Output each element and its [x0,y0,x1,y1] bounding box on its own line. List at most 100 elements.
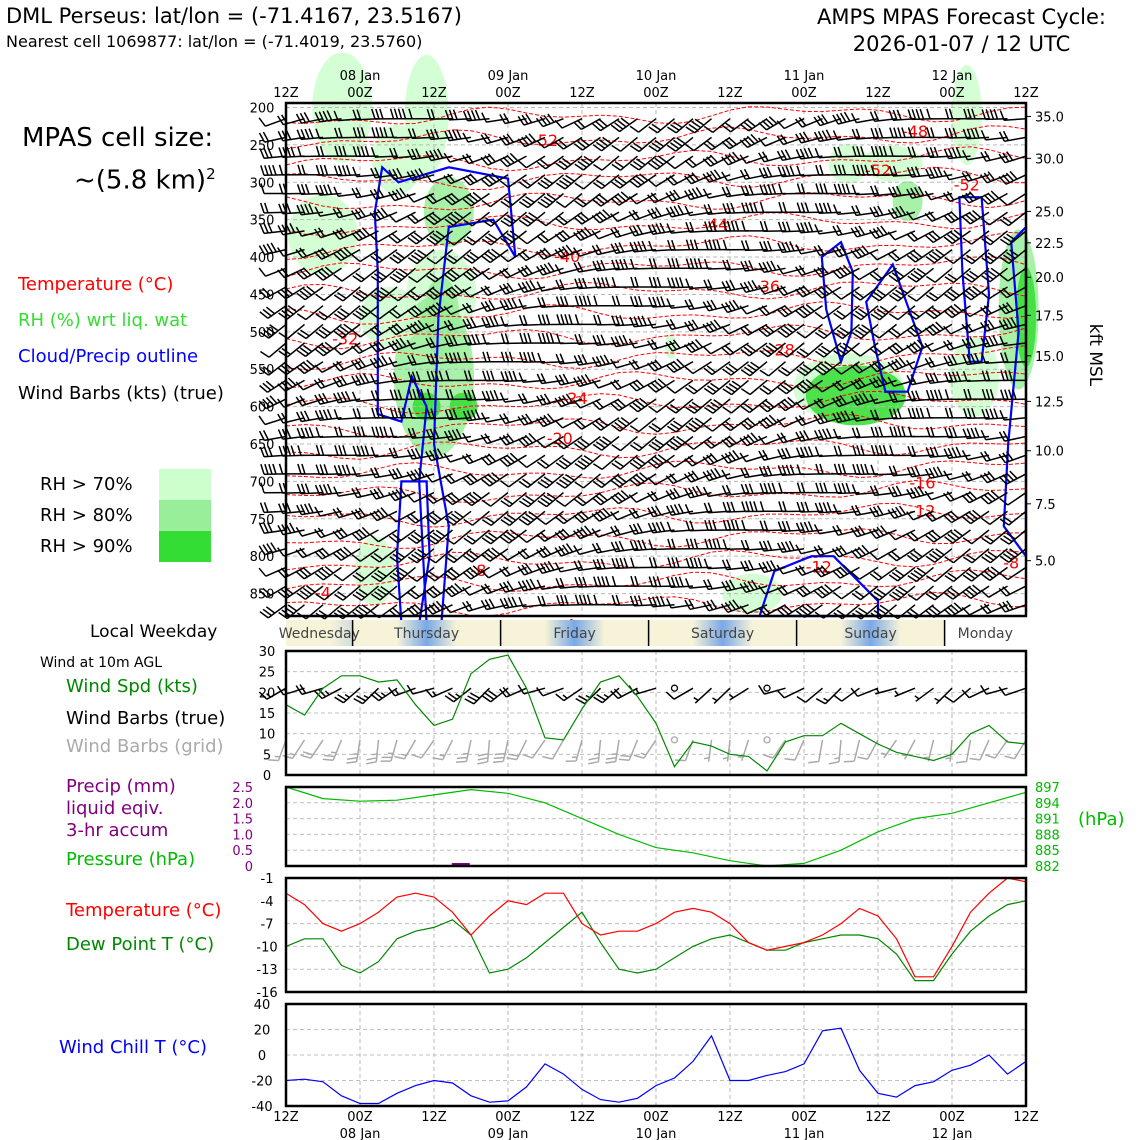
wind-barb-22-32 [850,525,879,538]
wind-barb-10-5 [352,305,379,321]
wind-barb-20-22 [665,487,694,501]
wind-barb-12-26 [740,342,768,357]
wind-barb-11-30 [814,323,842,340]
surface-barb-grid-14 [522,739,546,759]
wind-barb-4-14 [518,192,546,209]
wind-barb-3-0 [260,164,287,177]
wind-barb-22-7 [388,529,416,544]
wind-barb-6-29 [796,221,823,234]
wind-barb-6-10 [444,230,472,246]
surface-barb-grid-22 [675,739,694,762]
wind-barb-19-19 [610,473,638,488]
wind-barb-15-31 [831,394,860,408]
wind-barb-5-21 [647,206,675,220]
temp-tick--1: -1 [261,872,274,887]
wind-barb-11-9 [424,322,453,333]
temperature-contour-4 [285,191,1027,211]
wind-barb-7-8 [407,249,435,265]
wind-barb-10-20 [629,295,657,308]
wind-barb-17-27 [758,435,786,446]
wind-barb-16-21 [648,417,675,433]
wind-barb-25-26 [739,579,768,594]
bottom-time-tick-7: 00Z [791,1110,817,1125]
wind-barb-3-14 [518,174,546,189]
wind-barb-5-26 [741,202,768,214]
wind-barb-23-37 [944,548,971,564]
wind-barb-9-29 [795,285,823,298]
wind-barb-15-19 [610,398,638,412]
wind-barb-10-22 [666,298,694,309]
pressure-tick-888: 888 [1035,828,1060,843]
wind-barb-0-35 [907,108,934,121]
legend-rh90-swatch [159,531,211,562]
wind-barb-11-31 [833,323,860,340]
wind-barb-5-20 [628,209,657,221]
wind-barb-1-24 [703,136,731,151]
wind-barb-10-32 [851,305,879,321]
wind-barb-2-17 [574,155,601,171]
bottom-date-4: 12 Jan [932,1127,973,1140]
wind-barb-15-28 [776,396,805,412]
wind-barb-7-23 [685,239,712,251]
wind-barb-22-10 [444,529,472,545]
cycle-time: 2026-01-07 / 12 UTC [852,32,1071,56]
wind-barb-25-6 [370,585,398,601]
wind-barb-22-4 [332,527,361,540]
legend-cloud: Cloud/Precip outline [18,346,199,367]
wind-barb-4-38 [961,191,990,204]
wind-barb-25-31 [832,585,860,600]
wind-barb-15-12 [481,389,509,402]
wind-barb-16-15 [536,413,564,428]
temperature-contour-6 [285,231,1027,260]
wind-barb-19-37 [943,470,971,481]
wind-barb-22-2 [295,526,324,537]
wind-barb-0-24 [703,118,731,134]
wind-barb-15-26 [740,398,768,414]
wind-barb-12-19 [610,334,638,348]
wind-barb-16-7 [389,407,416,419]
surface-barb-true-40 [998,686,1027,697]
wind-barb-11-16 [556,314,582,326]
temp-tick--16: -16 [256,986,277,1001]
surface-barb-grid-27 [762,739,787,759]
wind-barb-26-36 [925,604,953,618]
wind-barb-17-5 [352,426,379,438]
wind-barb-18-28 [777,447,805,460]
wind-barb-17-21 [648,435,675,452]
wind-barb-25-8 [407,585,435,600]
wind-barb-11-12 [481,315,509,329]
wind-barb-8-4 [333,267,361,282]
pressure-tick-300: 300 [250,176,275,191]
wind-barb-22-14 [518,529,546,544]
wind-barb-20-14 [518,492,546,508]
temperature-line [285,877,1027,978]
surface-barb-true-26-calm [763,684,771,692]
wind-barb-7-29 [795,244,823,255]
wind-barb-21-34 [887,505,916,519]
wind-barb-12-30 [814,342,842,358]
wind-barb-12-2 [296,342,324,358]
wind-barb-8-5 [352,267,379,283]
wind-barb-23-16 [554,543,583,557]
wind-barb-4-35 [906,186,934,199]
wind-barb-11-33 [870,323,897,339]
wind-barb-21-10 [444,510,472,526]
wind-barb-26-20 [629,595,657,607]
wind-barb-20-18 [592,491,620,506]
wind-barb-14-15 [536,373,564,385]
wind-barb-16-17 [573,417,601,430]
precip-bar-0 [451,863,470,866]
surface-barb-true-38 [961,687,990,699]
wind-barb-16-26 [740,417,768,431]
wind-barb-15-2 [295,395,324,407]
wind-barb-6-38 [962,230,990,245]
wind-barb-24-19 [611,557,638,570]
wind-barb-0-17 [573,118,601,131]
wind-barb-14-14 [518,372,546,384]
wind-barb-3-4 [333,165,361,177]
temp-tick--4: -4 [261,895,274,910]
wind-barb-3-13 [499,174,527,188]
wind-barb-23-34 [888,548,916,562]
wind-barb-5-25 [722,202,749,215]
wind-barb-25-18 [593,576,620,588]
